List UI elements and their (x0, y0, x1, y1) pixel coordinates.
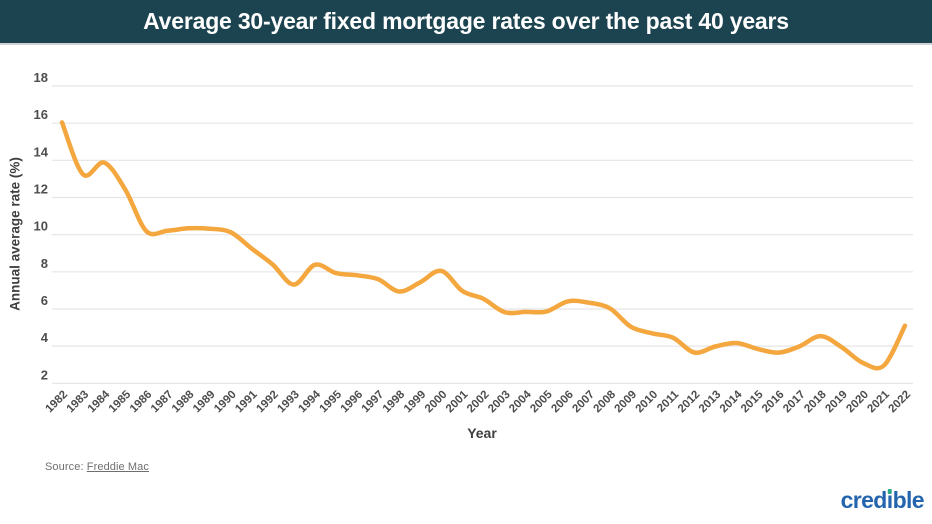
x-tick-label: 1983 (65, 389, 92, 416)
y-tick-label: 10 (34, 219, 48, 234)
x-tick-label: 1989 (191, 389, 218, 416)
x-tick-label: 2016 (760, 389, 787, 416)
x-tick-label: 1998 (381, 388, 408, 415)
x-tick-label: 2017 (781, 389, 808, 416)
y-tick-label: 12 (34, 182, 48, 197)
y-tick-label: 8 (41, 256, 48, 271)
x-tick-label: 2009 (613, 389, 640, 416)
x-tick-label: 2018 (802, 388, 829, 415)
x-tick-label: 2012 (676, 389, 703, 416)
x-tick-label: 2010 (634, 389, 661, 416)
rate-line (59, 120, 908, 371)
x-tick-label: 1984 (86, 388, 113, 415)
x-tick-label: 2013 (697, 389, 724, 416)
x-tick-label: 1997 (360, 389, 387, 416)
x-tick-label: 1991 (233, 388, 260, 415)
x-tick-label: 2000 (423, 389, 450, 416)
x-tick-label: 2022 (887, 389, 914, 416)
x-tick-label: 1987 (149, 389, 176, 416)
logo-letter-i: ı (886, 487, 893, 513)
x-tick-label: 2005 (528, 388, 555, 415)
x-tick-label: 2003 (486, 389, 513, 416)
source-label: Source: (45, 461, 84, 473)
y-tick-label: 6 (41, 293, 48, 308)
x-tick-label: 2015 (739, 388, 766, 415)
y-tick-label: 14 (34, 144, 49, 159)
x-tick-label: 2019 (823, 389, 850, 416)
y-tick-label: 2 (41, 367, 48, 382)
x-axis-title: Year (467, 425, 497, 441)
source-link[interactable]: Freddie Mac (86, 461, 149, 473)
x-tick-label: 2007 (570, 389, 597, 416)
logo-i-dot-icon (887, 489, 892, 494)
x-tick-label: 1995 (318, 388, 345, 415)
x-tick-label: 2002 (465, 389, 492, 416)
logo-text: ble (892, 487, 925, 513)
x-tick-label: 2021 (865, 388, 892, 415)
logo-text: cred (840, 487, 888, 513)
x-tick-label: 1990 (212, 389, 239, 416)
x-tick-label: 2020 (844, 389, 871, 416)
x-tick-label: 1992 (254, 389, 281, 416)
x-tick-label: 2011 (655, 388, 682, 415)
x-tick-label: 1988 (170, 388, 197, 415)
chart-title: Average 30-year fixed mortgage rates ove… (143, 8, 789, 34)
x-tick-label: 1996 (339, 389, 366, 416)
x-tick-label: 1986 (128, 389, 155, 416)
x-tick-label: 1993 (275, 389, 302, 416)
y-tick-label: 18 (34, 70, 48, 85)
x-tick-label: 2004 (507, 388, 534, 415)
y-axis-title: Annual average rate (%) (7, 157, 23, 311)
x-tick-label: 1985 (107, 388, 134, 415)
title-banner: Average 30-year fixed mortgage rates ove… (0, 0, 932, 43)
y-tick-label: 16 (34, 107, 48, 122)
x-tick-label: 1994 (296, 388, 323, 415)
credible-logo: credı ble (840, 487, 925, 514)
source-note: Source: Freddie Mac (45, 461, 149, 473)
x-tick-label: 1982 (44, 389, 71, 416)
x-tick-label: 2014 (718, 388, 745, 415)
y-tick-label: 4 (41, 330, 49, 345)
x-tick-label: 2006 (549, 389, 576, 416)
x-tick-label: 2008 (592, 388, 619, 415)
x-tick-label: 2001 (444, 388, 471, 415)
x-tick-label: 1999 (402, 389, 429, 416)
